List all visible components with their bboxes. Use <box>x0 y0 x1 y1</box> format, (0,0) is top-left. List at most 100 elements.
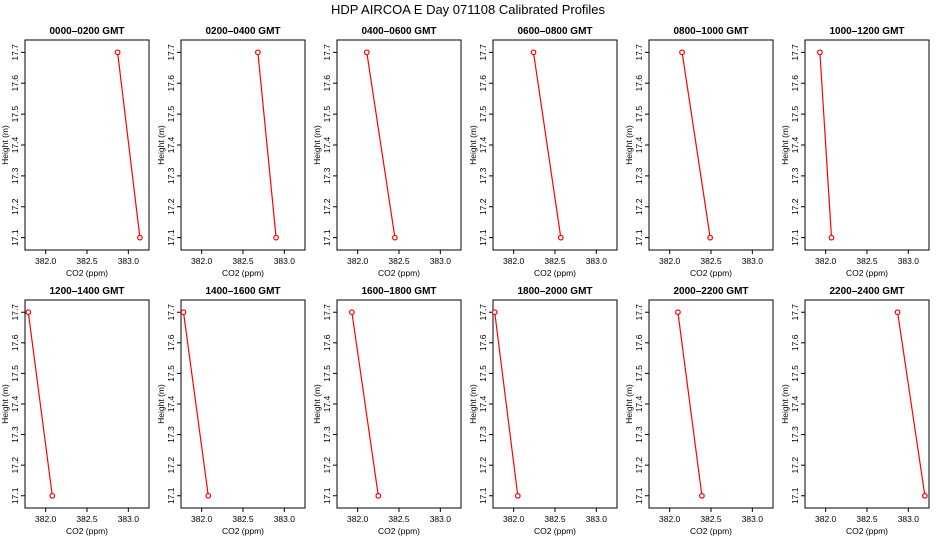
x-tick-label: 382.5 <box>856 514 878 524</box>
panel: 1800–2000 GMT 382.0 382.5 383.0 17.1 17.2 17.3… <box>468 286 618 536</box>
x-tick-label: 382.5 <box>388 514 410 524</box>
y-tick-label: 17.5 <box>634 365 644 382</box>
profile-line <box>117 52 141 238</box>
y-tick-label: 17.6 <box>10 334 20 351</box>
y-tick-label: 17.7 <box>166 44 176 61</box>
y-tick-label: 17.6 <box>322 75 332 92</box>
data-point <box>114 49 121 56</box>
y-tick-label: 17.4 <box>790 395 800 412</box>
panel: 2200–2400 GMT 382.0 382.5 383.0 17.1 17.2 17.3… <box>780 286 930 536</box>
y-tick-label: 17.4 <box>10 395 20 412</box>
data-point <box>254 49 261 56</box>
y-tick-label: 17.5 <box>322 365 332 382</box>
y-tick-label: 17.3 <box>478 426 488 443</box>
y-axis-label: Height (m) <box>624 384 634 424</box>
panel: 0400–0600 GMT 382.0 382.5 383.0 17.1 17.2 17.3… <box>312 26 462 278</box>
profile-line <box>366 52 396 238</box>
y-tick-label: 17.3 <box>322 167 332 184</box>
y-axis-label: Height (m) <box>624 125 634 165</box>
y-axis-label: Height (m) <box>780 125 790 165</box>
panel-title: 2200–2400 GMT <box>829 286 904 297</box>
x-tick-label: 383.0 <box>742 514 764 524</box>
x-axis-label: CO2 (ppm) <box>222 268 264 278</box>
x-tick-label: 382.0 <box>35 514 57 524</box>
data-point <box>25 309 32 316</box>
y-tick-label: 17.4 <box>10 136 20 153</box>
y-tick-label: 17.4 <box>478 395 488 412</box>
x-tick-label: 382.0 <box>659 256 681 266</box>
panel: 0000–0200 GMT 382.0 382.5 383.0 17.1 17.2 17.3… <box>0 26 150 278</box>
y-tick-label: 17.7 <box>478 44 488 61</box>
y-tick-label: 17.7 <box>10 304 20 321</box>
profile-line <box>182 312 209 496</box>
x-tick-label: 383.0 <box>118 514 140 524</box>
y-tick-label: 17.3 <box>790 167 800 184</box>
x-axis-label: CO2 (ppm) <box>690 268 732 278</box>
data-point <box>363 49 370 56</box>
x-axis-label: CO2 (ppm) <box>66 526 108 536</box>
panel: 0200–0400 GMT 382.0 382.5 383.0 17.1 17.2 17.3… <box>156 26 306 278</box>
y-tick-label: 17.2 <box>10 198 20 215</box>
y-tick-label: 17.1 <box>790 487 800 504</box>
y-tick-label: 17.1 <box>478 487 488 504</box>
y-axis-label: Height (m) <box>312 125 322 165</box>
y-tick-label: 17.2 <box>634 457 644 474</box>
x-tick-label: 382.5 <box>856 256 878 266</box>
data-point <box>679 49 685 56</box>
y-tick-label: 17.5 <box>166 106 176 123</box>
y-axis-label: Height (m) <box>156 125 166 165</box>
x-tick-label: 382.0 <box>815 514 837 524</box>
x-tick-label: 382.5 <box>76 514 98 524</box>
data-point <box>699 492 705 499</box>
data-point <box>894 309 901 316</box>
data-point <box>273 234 279 241</box>
y-tick-label: 17.6 <box>790 75 800 92</box>
y-tick-label: 17.6 <box>478 334 488 351</box>
profile-line <box>27 312 53 496</box>
panel-title: 0000–0200 GMT <box>49 26 124 37</box>
y-tick-label: 17.7 <box>166 304 176 321</box>
y-tick-label: 17.7 <box>634 304 644 321</box>
data-point <box>828 234 835 241</box>
y-tick-label: 17.5 <box>790 106 800 123</box>
y-tick-label: 17.5 <box>478 106 488 123</box>
y-tick-label: 17.5 <box>478 365 488 382</box>
x-tick-label: 382.0 <box>191 514 213 524</box>
x-tick-label: 382.5 <box>388 256 410 266</box>
y-tick-label: 17.7 <box>634 44 644 61</box>
y-tick-label: 17.3 <box>166 426 176 443</box>
x-tick-label: 382.0 <box>35 256 57 266</box>
data-point <box>557 234 564 241</box>
data-point <box>707 234 714 241</box>
panel: 1400–1600 GMT 382.0 382.5 383.0 17.1 17.2 17.3… <box>156 286 306 536</box>
x-axis-label: CO2 (ppm) <box>690 526 732 536</box>
y-tick-label: 17.2 <box>166 198 176 215</box>
panel: 0800–1000 GMT 382.0 382.5 383.0 17.1 17.2 17.3… <box>624 26 774 278</box>
panel-title: 1800–2000 GMT <box>517 286 592 297</box>
y-tick-label: 17.4 <box>478 136 488 153</box>
x-axis-label: CO2 (ppm) <box>378 526 420 536</box>
panel: 1000–1200 GMT 382.0 382.5 383.0 17.1 17.2 17.3… <box>780 26 930 278</box>
y-tick-label: 17.6 <box>478 75 488 92</box>
y-tick-label: 17.5 <box>10 365 20 382</box>
profile-line <box>897 312 926 496</box>
x-tick-label: 382.5 <box>700 256 722 266</box>
data-point <box>375 492 382 499</box>
y-tick-label: 17.2 <box>790 457 800 474</box>
y-tick-label: 17.7 <box>478 304 488 321</box>
y-tick-label: 17.3 <box>634 426 644 443</box>
panel-title: 2000–2200 GMT <box>673 286 748 297</box>
x-tick-label: 382.0 <box>815 256 837 266</box>
x-axis-label: CO2 (ppm) <box>534 526 576 536</box>
profile-line <box>494 312 519 496</box>
panel-grid: 0000–0200 GMT 382.0 382.5 383.0 17.1 17.2 17.3… <box>0 26 930 536</box>
data-point <box>180 309 187 316</box>
data-point <box>921 492 928 499</box>
panel: 0600–0800 GMT 382.0 382.5 383.0 17.1 17.2 17.3… <box>468 26 618 278</box>
y-tick-label: 17.4 <box>322 395 332 412</box>
y-tick-label: 17.1 <box>166 229 176 246</box>
y-tick-label: 17.4 <box>634 136 644 153</box>
y-tick-label: 17.5 <box>634 106 644 123</box>
y-tick-label: 17.2 <box>790 198 800 215</box>
